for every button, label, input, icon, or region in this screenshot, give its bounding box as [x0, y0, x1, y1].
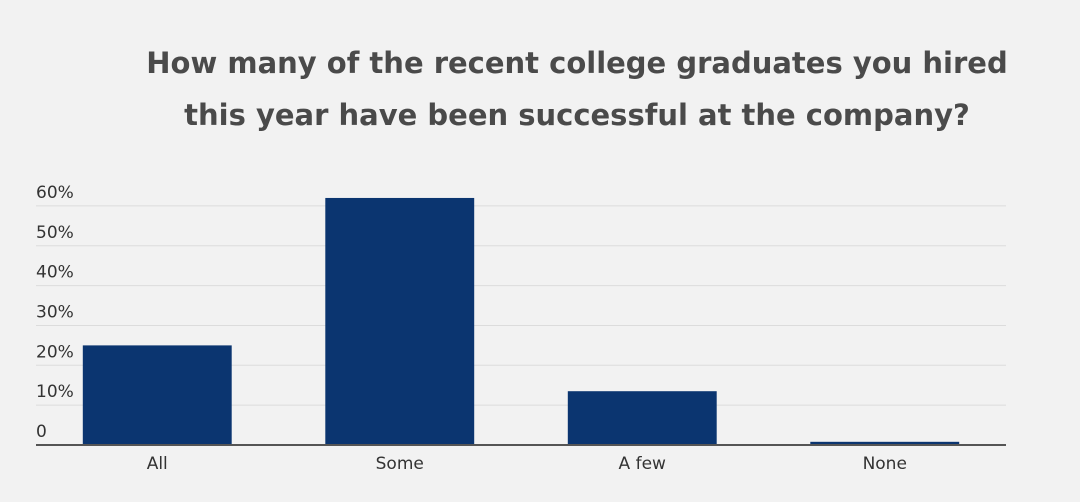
y-tick-label: 10%: [36, 382, 74, 402]
x-tick-label: None: [863, 454, 907, 474]
chart-title: this year have been successful at the co…: [184, 98, 970, 132]
bar: [567, 391, 717, 445]
bar: [810, 441, 960, 445]
y-tick-label: 30%: [36, 302, 74, 322]
bar: [325, 197, 475, 445]
bar: [82, 345, 232, 445]
x-tick-label: All: [147, 454, 168, 474]
x-tick-label: Some: [376, 454, 424, 474]
y-tick-label: 60%: [36, 183, 74, 203]
y-tick-label: 0: [36, 422, 47, 442]
chart-title: How many of the recent college graduates…: [146, 46, 1007, 80]
y-tick-label: 20%: [36, 342, 74, 362]
y-tick-label: 40%: [36, 263, 74, 283]
x-tick-label: A few: [619, 454, 666, 474]
y-tick-label: 50%: [36, 223, 74, 243]
